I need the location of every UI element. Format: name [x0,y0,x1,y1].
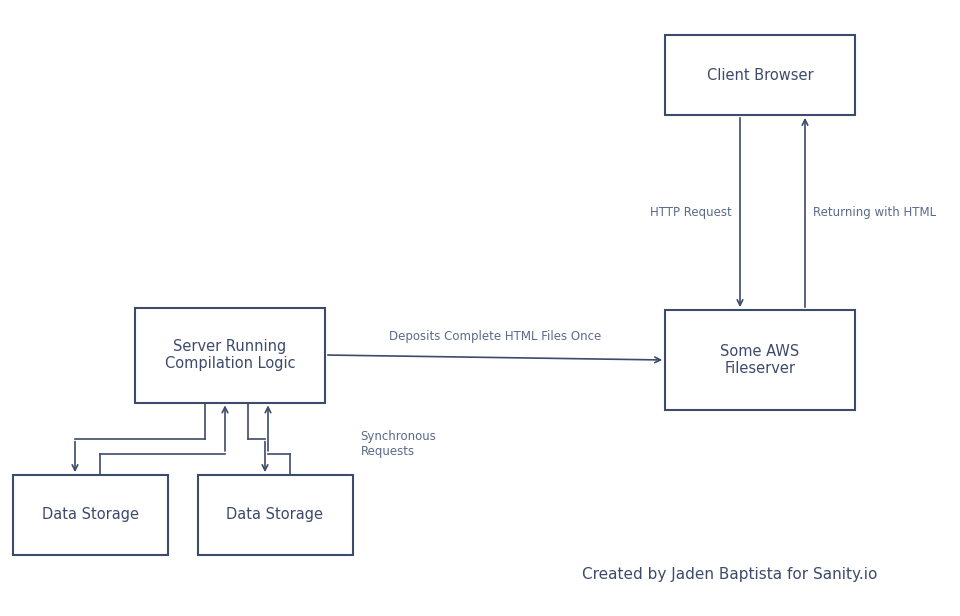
Bar [12,475,167,555]
Bar [665,310,855,410]
Text: HTTP Request: HTTP Request [650,206,732,219]
Text: Some AWS
Fileserver: Some AWS Fileserver [720,344,800,376]
Bar [198,475,352,555]
Text: Created by Jaden Baptista for Sanity.io: Created by Jaden Baptista for Sanity.io [583,567,877,583]
Text: Client Browser: Client Browser [707,68,813,83]
Text: Returning with HTML: Returning with HTML [813,206,936,219]
Bar [665,35,855,115]
Text: Synchronous
Requests: Synchronous Requests [361,430,437,458]
Text: Data Storage: Data Storage [227,508,324,522]
Text: Deposits Complete HTML Files Once: Deposits Complete HTML Files Once [389,330,601,343]
Text: Server Running
Compilation Logic: Server Running Compilation Logic [165,339,296,371]
Text: Data Storage: Data Storage [41,508,138,522]
Bar [135,307,325,402]
